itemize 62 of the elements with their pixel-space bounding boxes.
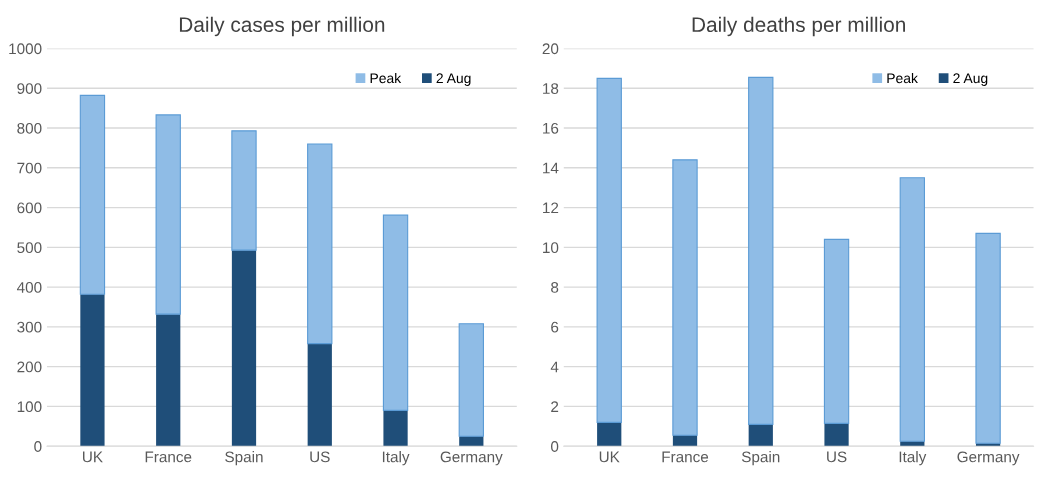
- x-tick-label: Italy: [382, 451, 410, 466]
- y-tick-label: 16: [543, 122, 559, 134]
- y-tick-label: 900: [17, 83, 42, 94]
- y-tick-label: 400: [16, 281, 42, 293]
- bar: [672, 159, 698, 436]
- y-tick-label: 18: [543, 83, 559, 94]
- x-tick-label: France: [662, 451, 709, 463]
- y-tick-label: 10: [543, 242, 559, 254]
- x-tick-label: Germany: [957, 451, 1020, 466]
- y-tick-label: 700: [17, 162, 42, 174]
- bar: [597, 422, 622, 447]
- y-tick-label: 600: [17, 202, 42, 214]
- y-tick-label: 8: [551, 281, 559, 293]
- legend-label: Peak: [370, 72, 402, 84]
- y-tick-label: 100: [17, 401, 42, 413]
- y-tick-label: 500: [17, 242, 42, 254]
- x-tick-label: Spain: [741, 451, 780, 466]
- y-tick-label: 800: [17, 122, 42, 134]
- bar: [748, 76, 774, 425]
- bar: [748, 424, 773, 447]
- x-tick-label: US: [827, 451, 847, 463]
- legend-label: Peak: [887, 72, 918, 84]
- y-tick-label: 4: [550, 361, 559, 373]
- bar: [231, 130, 257, 251]
- y-tick-label: 300: [17, 321, 42, 333]
- bar: [975, 232, 1001, 444]
- y-tick-label: 12: [543, 202, 559, 214]
- bar: [307, 143, 333, 345]
- bar: [156, 314, 181, 447]
- x-tick-label: Spain: [225, 451, 263, 466]
- x-tick-label: UK: [83, 451, 103, 463]
- bar: [672, 435, 698, 447]
- x-tick-label: US: [310, 451, 330, 463]
- y-tick-label: 0: [551, 441, 559, 452]
- y-tick-label: 200: [17, 361, 42, 373]
- bar: [459, 436, 484, 447]
- bar: [231, 250, 257, 447]
- chart-title: Daily cases per million: [179, 16, 385, 37]
- legend-label: 2 Aug: [436, 73, 471, 86]
- x-tick-label: Germany: [440, 451, 503, 466]
- y-tick-label: 14: [543, 162, 559, 174]
- y-tick-label: 20: [542, 43, 559, 55]
- x-tick-label: UK: [599, 451, 620, 463]
- y-tick-label: 0: [34, 441, 42, 452]
- bar: [596, 77, 622, 423]
- x-tick-label: Italy: [899, 451, 927, 466]
- bar: [458, 323, 484, 437]
- chart-title: Daily deaths per million: [692, 16, 905, 37]
- bar: [155, 114, 181, 315]
- y-tick-label: 6: [551, 321, 559, 333]
- x-tick-label: France: [145, 451, 192, 463]
- bar: [823, 238, 850, 424]
- y-tick-label: 2: [551, 401, 559, 412]
- bar: [79, 94, 106, 295]
- bar: [307, 343, 332, 447]
- bar: [382, 214, 409, 411]
- bar: [80, 294, 105, 447]
- y-tick-label: 1000: [9, 43, 42, 55]
- bar: [899, 177, 926, 442]
- legend-label: 2 Aug: [953, 73, 988, 86]
- bar: [824, 423, 849, 447]
- bar: [383, 410, 408, 447]
